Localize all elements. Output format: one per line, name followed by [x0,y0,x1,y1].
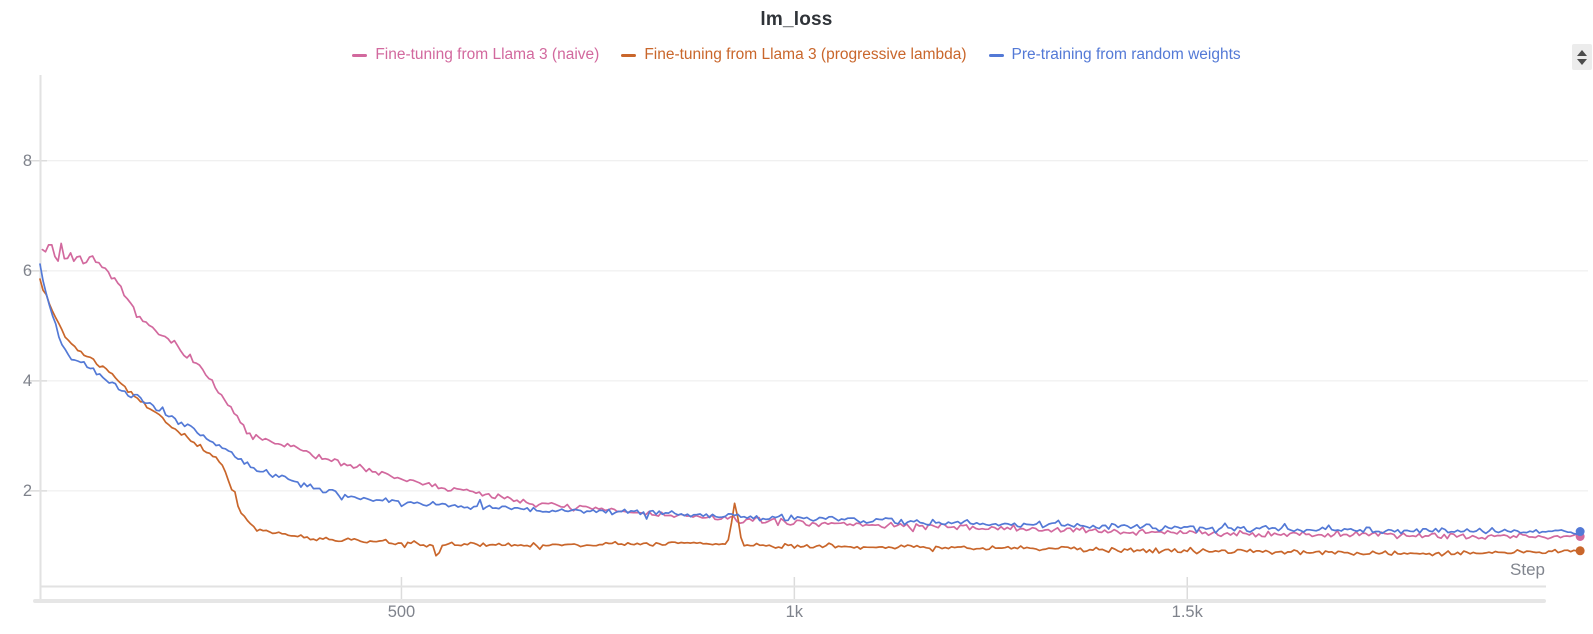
legend-item-naive[interactable]: Fine-tuning from Llama 3 (naive) [352,46,599,64]
legend-swatch-icon [988,53,1004,57]
legend-item-progressive-lambda[interactable]: Fine-tuning from Llama 3 (progressive la… [621,46,967,64]
down-arrow-icon [1577,58,1587,65]
y-tick-label: 6 [22,261,32,280]
y-tick-label: 2 [22,481,32,500]
series-line-1[interactable] [39,278,1581,557]
x-tick-label: 500 [387,603,416,621]
legend-swatch-icon [621,53,637,57]
legend-item-pretraining[interactable]: Pre-training from random weights [988,46,1241,64]
y-tick-label: 4 [22,371,32,390]
panel-scroll-stepper[interactable] [1572,44,1592,70]
legend-label-pretraining: Pre-training from random weights [1011,46,1241,63]
legend: Fine-tuning from Llama 3 (naive) Fine-tu… [0,43,1593,67]
legend-label-naive: Fine-tuning from Llama 3 (naive) [375,46,600,63]
series-endpoint-marker [1575,527,1585,537]
up-arrow-icon [1577,49,1587,56]
chart-title: lm_loss [760,9,833,30]
series-line-2[interactable] [39,263,1581,535]
series-line-0[interactable] [41,242,1581,540]
series-endpoint-marker [1575,546,1585,556]
x-tick-label: 1k [785,603,804,621]
x-tick-label: 1.5k [1171,603,1203,621]
legend-label-progressive-lambda: Fine-tuning from Llama 3 (progressive la… [644,46,967,63]
x-axis-title: Step [1510,560,1545,579]
legend-swatch-icon [352,53,368,57]
y-tick-label: 8 [22,151,32,170]
panel-hscroll-track[interactable] [33,599,1546,603]
